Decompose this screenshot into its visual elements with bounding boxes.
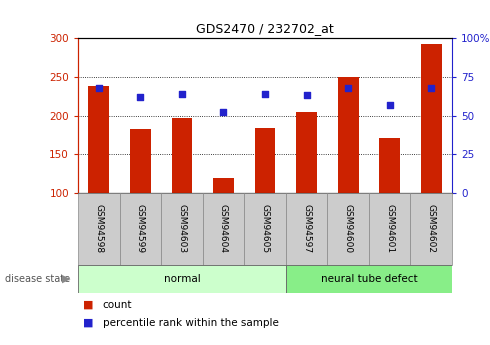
Bar — [255, 128, 275, 193]
Text: GSM94601: GSM94601 — [385, 205, 394, 254]
Text: count: count — [102, 300, 132, 310]
Text: GSM94599: GSM94599 — [136, 205, 145, 254]
Bar — [78, 265, 286, 293]
Bar — [421, 44, 441, 193]
Text: normal: normal — [164, 274, 200, 284]
Text: ■: ■ — [83, 318, 94, 328]
Bar — [213, 177, 234, 193]
Point — [178, 91, 186, 97]
Point — [220, 110, 227, 115]
Bar — [203, 193, 244, 265]
Bar — [88, 86, 109, 193]
Bar — [327, 193, 369, 265]
Bar — [130, 129, 151, 193]
Bar — [379, 138, 400, 193]
Bar — [286, 265, 452, 293]
Text: GSM94598: GSM94598 — [94, 205, 103, 254]
Bar — [369, 193, 411, 265]
Text: GSM94597: GSM94597 — [302, 205, 311, 254]
Point — [261, 91, 269, 97]
Point — [344, 85, 352, 90]
Text: GSM94605: GSM94605 — [261, 205, 270, 254]
Text: percentile rank within the sample: percentile rank within the sample — [102, 318, 278, 328]
Point — [136, 94, 144, 100]
Bar — [120, 193, 161, 265]
Text: GSM94602: GSM94602 — [427, 205, 436, 254]
Bar — [172, 118, 192, 193]
Text: neural tube defect: neural tube defect — [320, 274, 417, 284]
Bar — [296, 112, 317, 193]
Text: GSM94600: GSM94600 — [343, 205, 353, 254]
Point — [386, 102, 393, 107]
Text: ▶: ▶ — [62, 274, 70, 284]
Bar — [244, 193, 286, 265]
Point — [95, 85, 103, 90]
Bar — [161, 193, 203, 265]
Bar — [338, 77, 359, 193]
Text: disease state: disease state — [5, 274, 70, 284]
Bar — [286, 193, 327, 265]
Point — [427, 85, 435, 90]
Text: GSM94604: GSM94604 — [219, 205, 228, 254]
Point — [303, 92, 311, 98]
Bar — [78, 193, 120, 265]
Bar — [411, 193, 452, 265]
Text: GSM94603: GSM94603 — [177, 205, 186, 254]
Text: ■: ■ — [83, 300, 94, 310]
Title: GDS2470 / 232702_at: GDS2470 / 232702_at — [196, 22, 334, 36]
